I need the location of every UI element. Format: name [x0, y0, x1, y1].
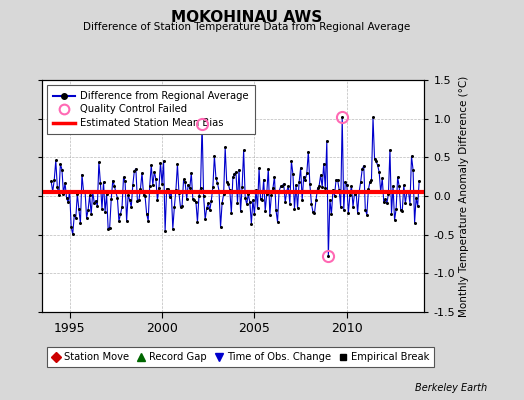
- Text: Difference of Station Temperature Data from Regional Average: Difference of Station Temperature Data f…: [83, 22, 410, 32]
- Text: Berkeley Earth: Berkeley Earth: [415, 383, 487, 393]
- Text: MOKOHINAU AWS: MOKOHINAU AWS: [171, 10, 322, 25]
- Y-axis label: Monthly Temperature Anomaly Difference (°C): Monthly Temperature Anomaly Difference (…: [459, 75, 470, 317]
- Legend: Station Move, Record Gap, Time of Obs. Change, Empirical Break: Station Move, Record Gap, Time of Obs. C…: [47, 347, 434, 367]
